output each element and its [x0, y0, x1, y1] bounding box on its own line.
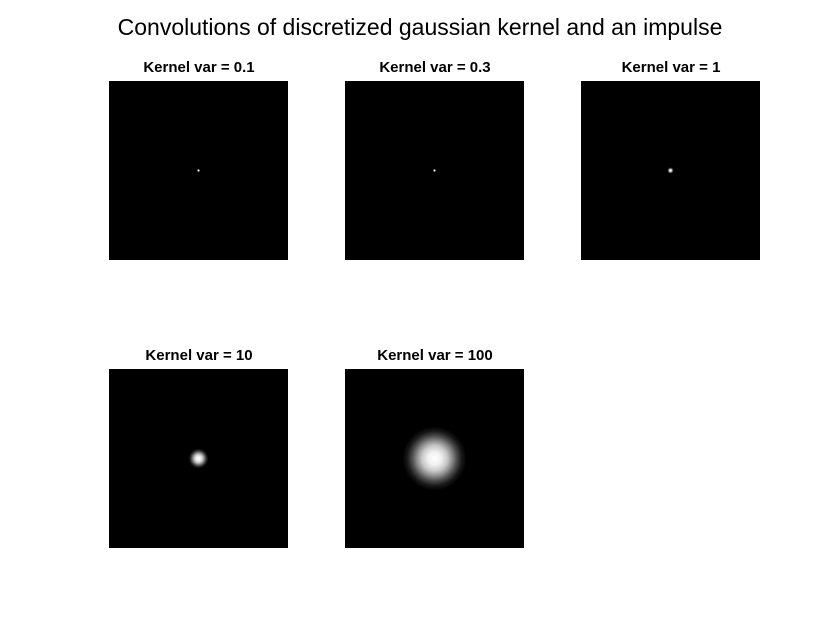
panel-title-var-0-1: Kernel var = 0.1	[143, 59, 255, 76]
panel-title-var-10: Kernel var = 10	[145, 347, 253, 364]
figure-title: Convolutions of discretized gaussian ker…	[117, 14, 723, 40]
panel-var-0-3	[345, 81, 524, 260]
impulse-response-blob	[402, 426, 467, 491]
impulse-response-blob	[667, 167, 674, 174]
impulse-response-blob	[433, 169, 436, 172]
panel-var-10	[109, 369, 288, 548]
panel-title-var-1: Kernel var = 1	[621, 59, 721, 76]
panel-var-1	[581, 81, 760, 260]
panel-var-100	[345, 369, 524, 548]
impulse-response-blob	[188, 448, 209, 469]
panel-title-var-0-3: Kernel var = 0.3	[379, 59, 491, 76]
impulse-response-blob	[197, 169, 200, 172]
panel-var-0-1	[109, 81, 288, 260]
panel-title-var-100: Kernel var = 100	[377, 347, 493, 364]
